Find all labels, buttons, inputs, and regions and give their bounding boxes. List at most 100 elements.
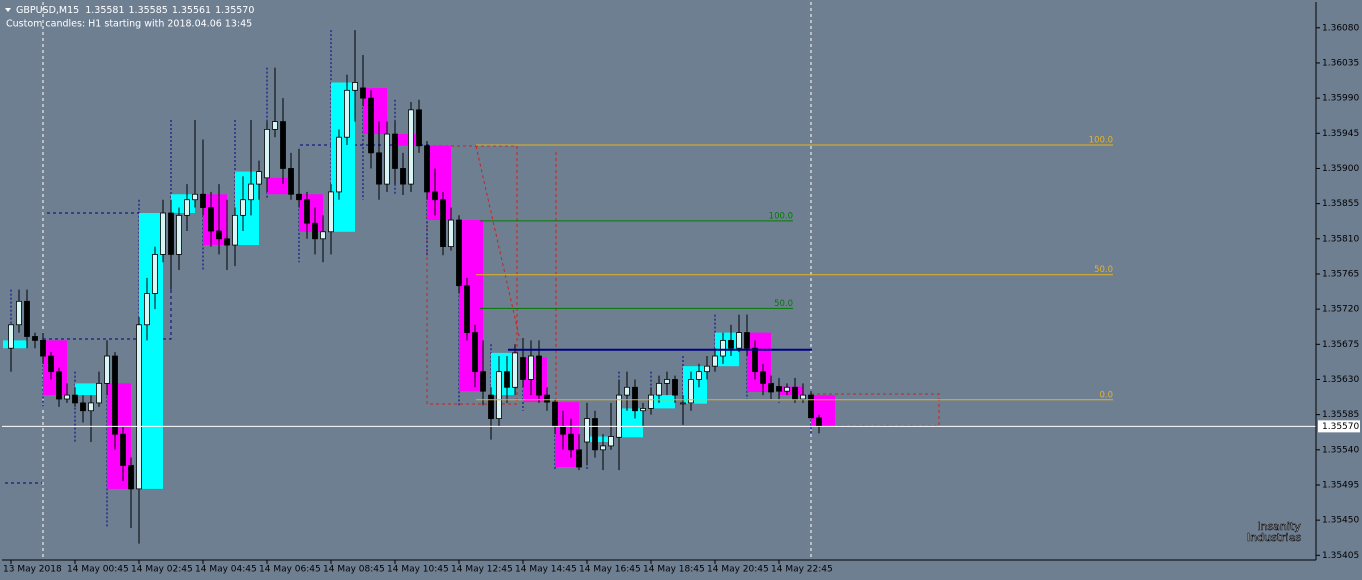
candle-body bbox=[216, 230, 222, 240]
candle-body bbox=[480, 371, 486, 392]
h1-body bbox=[523, 357, 547, 403]
candle-body bbox=[536, 355, 542, 396]
candle-body bbox=[776, 386, 782, 392]
h1-body bbox=[683, 366, 707, 404]
price-label-box bbox=[1318, 420, 1360, 433]
h1-body bbox=[747, 332, 771, 392]
candle-body bbox=[568, 433, 574, 451]
h1-body bbox=[299, 194, 323, 232]
candle-body bbox=[648, 394, 654, 409]
candle-body bbox=[320, 231, 326, 240]
candle-body bbox=[528, 355, 534, 380]
candle-body bbox=[376, 152, 382, 185]
candle-body bbox=[8, 324, 14, 349]
candle-body bbox=[280, 121, 286, 169]
candle-body bbox=[336, 136, 342, 193]
candle-body bbox=[240, 199, 246, 216]
candle-body bbox=[624, 386, 630, 396]
candle-body bbox=[600, 445, 606, 451]
h1-body bbox=[43, 340, 67, 396]
y-tick-label: 1.35720 bbox=[1322, 305, 1359, 315]
candle-body bbox=[56, 371, 62, 400]
candle-body bbox=[656, 382, 662, 396]
candle-body bbox=[40, 339, 46, 357]
h1-body bbox=[619, 408, 643, 438]
candle-body bbox=[400, 168, 406, 185]
candle-body bbox=[512, 352, 518, 388]
candle-body bbox=[432, 191, 438, 201]
candle-body bbox=[312, 222, 318, 240]
candle-body bbox=[544, 394, 550, 403]
y-tick-label: 1.35540 bbox=[1322, 445, 1359, 455]
candle-body bbox=[640, 407, 646, 412]
candle-body bbox=[272, 121, 278, 130]
x-tick-label: 14 May 20:45 bbox=[707, 565, 769, 575]
candle-body bbox=[192, 193, 198, 201]
candle-body bbox=[160, 212, 166, 255]
h1-body bbox=[107, 383, 131, 489]
menu-arrow[interactable] bbox=[5, 8, 11, 12]
candle-body bbox=[744, 332, 750, 349]
x-tick-label: 14 May 14:45 bbox=[515, 565, 577, 575]
header-note: Custom candles: H1 starting with 2018.04… bbox=[6, 19, 252, 30]
candle-body bbox=[120, 433, 126, 466]
high: 1.35585 bbox=[129, 5, 168, 16]
candle-body bbox=[736, 332, 742, 349]
candle-body bbox=[408, 109, 414, 185]
candle-body bbox=[720, 339, 726, 357]
candle-body bbox=[288, 168, 294, 195]
x-tick-label: 14 May 08:45 bbox=[323, 565, 385, 575]
candle-body bbox=[392, 133, 398, 169]
candle-body bbox=[168, 212, 174, 255]
h1-body bbox=[3, 340, 27, 349]
candle-body bbox=[360, 87, 366, 99]
h1-body bbox=[491, 352, 515, 396]
h1-body bbox=[75, 383, 99, 396]
y-tick-label: 1.35495 bbox=[1322, 480, 1359, 490]
symbol: GBPUSD,M15 bbox=[16, 5, 79, 16]
open: 1.35581 bbox=[85, 5, 124, 16]
candle-body bbox=[584, 418, 590, 443]
x-tick-label: 14 May 18:45 bbox=[643, 565, 705, 575]
candle-body bbox=[456, 219, 462, 287]
y-tick-label: 1.35450 bbox=[1322, 516, 1359, 526]
h1-body bbox=[811, 395, 835, 427]
candle-body bbox=[384, 133, 390, 185]
candle-body bbox=[800, 394, 806, 400]
candle-body bbox=[184, 199, 190, 216]
level-label: 100.0 bbox=[769, 211, 793, 221]
h1-body bbox=[395, 134, 419, 146]
h1-body bbox=[779, 386, 803, 396]
candle-body bbox=[32, 336, 38, 341]
candle-body bbox=[680, 402, 686, 405]
candle-body bbox=[504, 371, 510, 388]
candle-body bbox=[152, 254, 158, 294]
candle-body bbox=[808, 394, 814, 419]
candle-body bbox=[64, 394, 70, 400]
x-tick-label: 14 May 10:45 bbox=[387, 565, 449, 575]
candle-body bbox=[440, 199, 446, 248]
h1-body bbox=[171, 194, 195, 214]
h1-body bbox=[267, 177, 291, 195]
h1-body bbox=[235, 171, 259, 246]
y-tick-label: 1.35765 bbox=[1322, 269, 1359, 279]
candle-body bbox=[352, 82, 358, 91]
h1-body bbox=[587, 436, 611, 442]
candle-body bbox=[136, 324, 142, 490]
y-tick-label: 1.35855 bbox=[1322, 199, 1359, 209]
y-tick-label: 1.35630 bbox=[1322, 375, 1359, 385]
y-tick-label: 1.35405 bbox=[1322, 551, 1359, 561]
overlay-layer: 100.0 50.0 0.0 100.0 50.0 bbox=[2, 136, 1316, 427]
x-tick-label: 14 May 06:45 bbox=[259, 565, 321, 575]
h1-body bbox=[139, 213, 163, 489]
level-label: 50.0 bbox=[774, 299, 793, 309]
candle-body bbox=[592, 418, 598, 451]
x-tick-label: 14 May 00:45 bbox=[67, 565, 129, 575]
candle-body bbox=[256, 171, 262, 185]
candle-body bbox=[16, 300, 22, 326]
candle-body bbox=[248, 183, 254, 201]
candle-body bbox=[144, 293, 150, 326]
level-label: 50.0 bbox=[1094, 265, 1113, 275]
